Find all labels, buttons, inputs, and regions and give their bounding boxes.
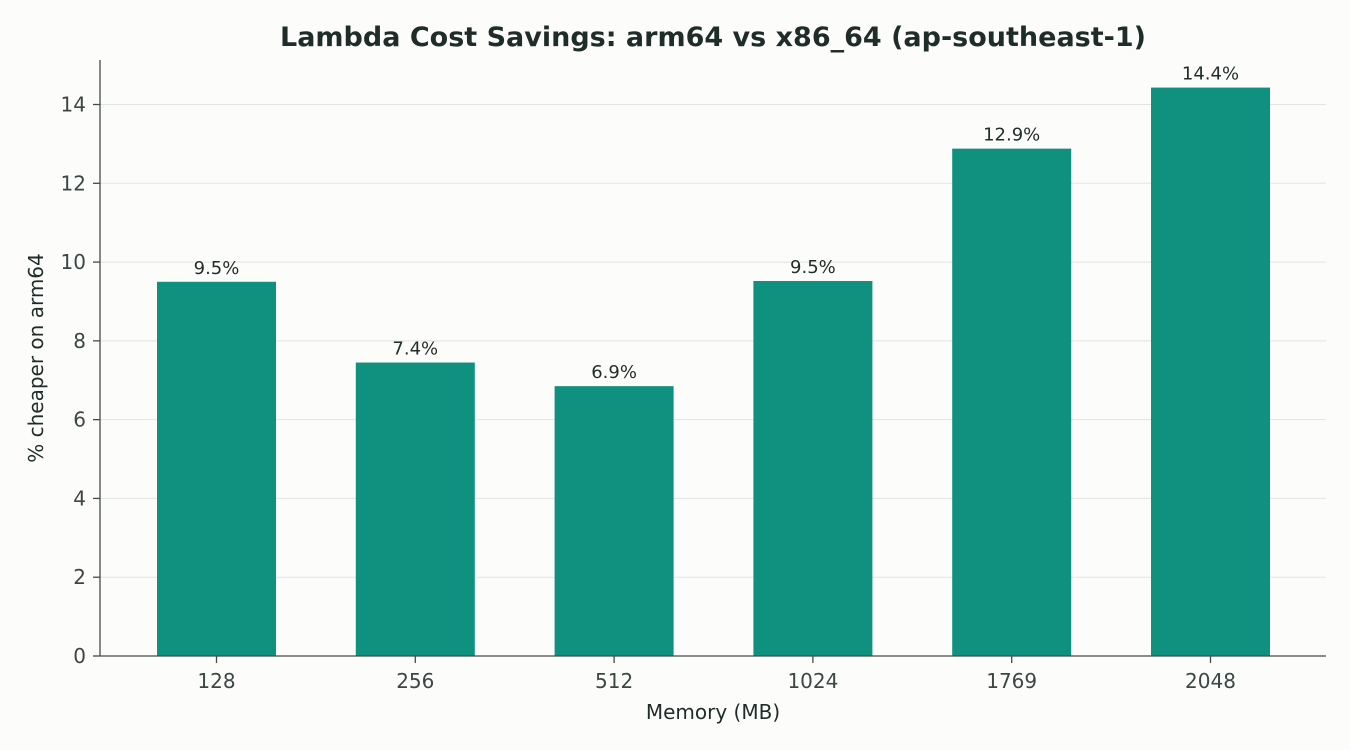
y-tick-label: 6 <box>73 408 86 432</box>
bar <box>554 386 674 656</box>
y-tick-label: 8 <box>73 329 86 353</box>
data-label: 9.5% <box>194 258 240 279</box>
bar <box>753 280 873 656</box>
x-axis-label: Memory (MB) <box>646 700 780 724</box>
y-axis-label: % cheaper on arm64 <box>24 253 48 463</box>
y-tick-label: 2 <box>73 565 86 589</box>
y-tick-label: 10 <box>61 250 86 274</box>
bar <box>157 281 276 656</box>
x-tick-label: 128 <box>197 669 235 693</box>
data-labels: 9.5% 7.4% 6.9% 9.5% 12.9% 14.4% <box>194 64 1239 384</box>
grid-lines <box>100 104 1326 578</box>
data-label: 7.4% <box>392 339 438 360</box>
y-tick-label: 4 <box>73 486 86 510</box>
x-ticks: 128 256 512 1024 1769 2048 <box>197 656 1236 693</box>
bar <box>1151 87 1270 657</box>
chart-title: Lambda Cost Savings: arm64 vs x86_64 (ap… <box>280 22 1146 53</box>
bar <box>355 362 475 656</box>
data-label: 6.9% <box>591 362 637 383</box>
data-label: 14.4% <box>1182 64 1239 85</box>
x-tick-label: 512 <box>595 669 633 693</box>
bars <box>157 87 1270 657</box>
x-tick-label: 1769 <box>986 669 1037 693</box>
y-tick-label: 0 <box>73 644 86 668</box>
y-tick-label: 14 <box>61 93 86 117</box>
data-label: 12.9% <box>983 125 1040 146</box>
data-label: 9.5% <box>790 257 836 278</box>
x-tick-label: 256 <box>396 669 434 693</box>
bar <box>952 148 1072 657</box>
x-tick-label: 1024 <box>787 669 838 693</box>
x-tick-label: 2048 <box>1185 669 1236 693</box>
y-tick-label: 12 <box>61 171 86 195</box>
y-ticks: 0 2 4 6 8 10 12 14 <box>61 93 100 668</box>
